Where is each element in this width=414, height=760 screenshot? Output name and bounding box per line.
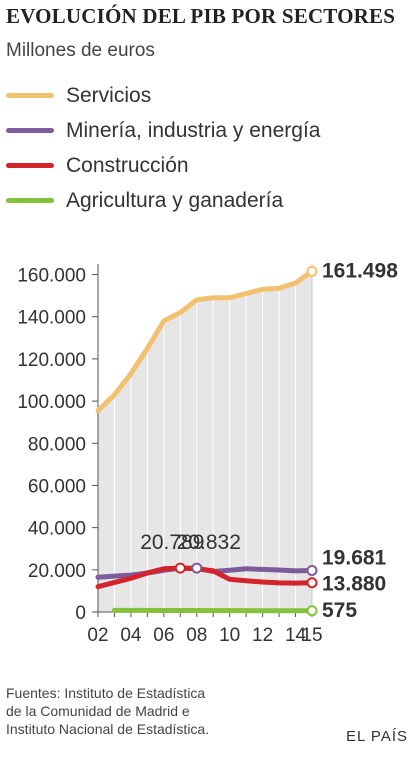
x-tick-label: 02 (87, 625, 108, 646)
x-tick-label: 14 (285, 625, 307, 646)
y-tick-label: 160.000 (17, 266, 86, 287)
legend-item-agricultura: Agricultura y ganadería (6, 183, 320, 218)
point-marker (191, 562, 203, 574)
legend-label-servicios: Servicios (66, 83, 152, 107)
data-label: 20.789 (140, 531, 204, 554)
legend-swatch-agricultura (6, 198, 54, 203)
point-marker (174, 562, 186, 574)
area-fill (98, 271, 312, 612)
chart-subtitle: Millones de euros (6, 40, 155, 61)
x-tick-label: 12 (252, 625, 273, 646)
y-tick-label: 100.000 (17, 392, 86, 413)
data-label: 575 (322, 599, 357, 622)
data-label: 161.498 (322, 259, 398, 282)
legend-swatch-servicios (6, 93, 54, 98)
y-tick-label: 140.000 (17, 308, 86, 329)
y-tick-label: 40.000 (28, 519, 86, 540)
source-line: Instituto Nacional de Estadística. (6, 721, 210, 737)
publisher-logo: EL PAÍS (345, 728, 408, 745)
series-line-servicios (95, 268, 315, 414)
x-tick-label: 10 (219, 625, 240, 646)
data-label: 13.880 (322, 573, 386, 596)
legend-swatch-construccion (6, 163, 54, 168)
y-tick-label: 20.000 (28, 561, 86, 582)
x-tick-label: 15 (301, 625, 322, 646)
data-label: 19.681 (322, 546, 387, 569)
y-tick-label: 120.000 (17, 350, 86, 371)
source-note: Fuentes: Instituto de Estadística de la … (6, 684, 209, 738)
legend-label-construccion: Construcción (66, 153, 189, 177)
x-tick-label: 06 (153, 625, 174, 646)
legend-label-agricultura: Agricultura y ganadería (66, 188, 284, 212)
x-tick-label: 04 (120, 625, 142, 646)
y-tick-label: 80.000 (28, 434, 86, 455)
point-marker (306, 577, 318, 589)
legend: Servicios Minería, industria y energía C… (6, 78, 320, 218)
source-line: Fuentes: Instituto de Estadística (6, 685, 206, 701)
y-tick-label: 60.000 (28, 476, 86, 497)
point-marker (306, 605, 318, 617)
point-marker (306, 564, 318, 576)
point-marker (306, 265, 318, 277)
y-tick-label: 0 (75, 603, 86, 624)
series-line-construccion (95, 565, 315, 590)
legend-item-servicios: Servicios (6, 78, 320, 113)
data-label: 20.832 (177, 531, 241, 554)
chart-title: EVOLUCIÓN DEL PIB POR SECTORES (6, 4, 396, 28)
legend-item-construccion: Construcción (6, 148, 320, 183)
x-tick-label: 08 (186, 625, 207, 646)
legend-swatch-industria (6, 128, 54, 133)
source-line: de la Comunidad de Madrid e (6, 703, 190, 719)
line-chart: 0 20.000 40.000 60.000 80.000 100.000 120.000 1… (17, 259, 398, 646)
legend-label-industria: Minería, industria y energía (66, 118, 321, 142)
legend-item-industria: Minería, industria y energía (6, 113, 320, 148)
